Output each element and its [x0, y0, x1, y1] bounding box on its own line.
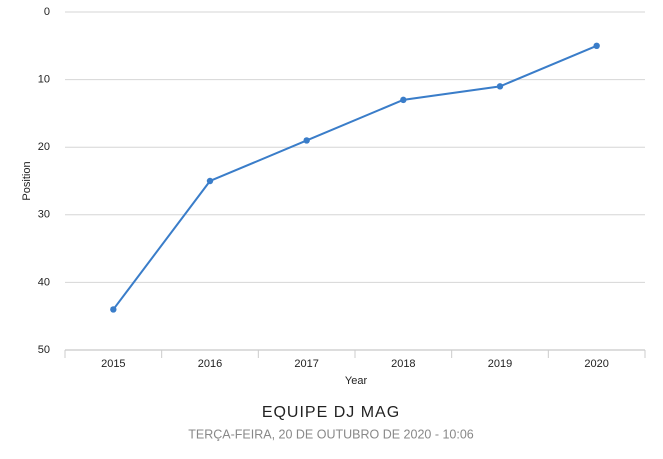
- x-tick-label: 2018: [391, 358, 415, 370]
- y-tick-label: 0: [44, 6, 50, 18]
- footer-title: EQUIPE DJ MAG: [262, 404, 400, 421]
- x-tick-label: 2015: [101, 358, 125, 370]
- x-tick-label: 2017: [294, 358, 318, 370]
- x-tick-label: 2019: [488, 358, 512, 370]
- data-point: [496, 83, 504, 90]
- y-tick-label: 20: [38, 141, 50, 153]
- line-series: [112, 44, 598, 311]
- x-tick-label: 2020: [584, 358, 608, 370]
- data-point: [303, 137, 310, 144]
- x-tick-label: 2016: [198, 358, 222, 370]
- data-point: [110, 306, 117, 313]
- data-point: [400, 96, 407, 104]
- x-axis-label: Year: [345, 375, 368, 387]
- data-point: [206, 177, 214, 185]
- y-tick-label: 40: [38, 276, 50, 288]
- y-axis-label: Position: [21, 161, 33, 200]
- y-tick-label: 50: [38, 344, 50, 356]
- data-point: [593, 42, 600, 49]
- footer-subtitle: TERÇA-FEIRA, 20 DE OUTUBRO DE 2020 - 10:…: [188, 427, 474, 441]
- y-tick-label: 30: [38, 209, 50, 221]
- y-tick-label: 10: [38, 74, 50, 86]
